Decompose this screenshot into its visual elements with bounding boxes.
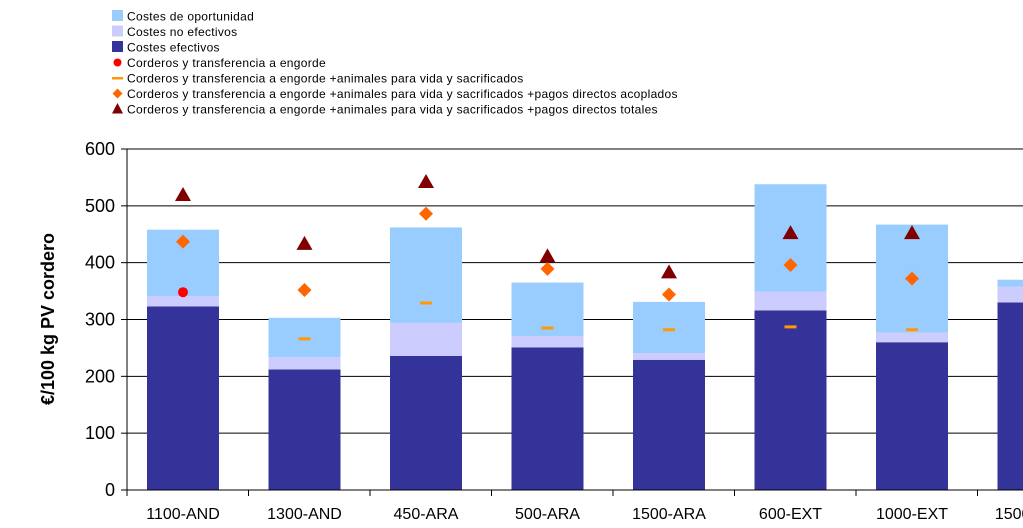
- markers: [175, 173, 920, 341]
- marker-dash: [906, 328, 918, 332]
- marker-diamond: [297, 282, 312, 297]
- bar-costes-de-oportunidad: [390, 227, 462, 323]
- legend-item: Costes efectivos: [112, 41, 220, 55]
- y-tick-label: 200: [85, 366, 115, 386]
- legend-swatch: [112, 77, 123, 80]
- legend-item: Corderos y transferencia a engorde +anim…: [112, 103, 658, 117]
- legend-item: Corderos y transferencia a engorde +anim…: [112, 72, 524, 86]
- bar-costes-efectivos: [390, 355, 462, 490]
- marker-diamond: [905, 271, 919, 286]
- x-tick-label: 450-ARA: [394, 506, 459, 523]
- legend-label: Costes no efectivos: [127, 25, 237, 39]
- bar-costes-efectivos: [511, 347, 584, 490]
- bar-costes-de-oportunidad: [633, 301, 705, 354]
- marker-dash: [663, 328, 675, 332]
- legend-label: Corderos y transferencia a engorde +anim…: [127, 72, 524, 86]
- marker-triangle: [418, 173, 434, 188]
- legend-swatch: [112, 25, 123, 37]
- y-tick-label: 400: [85, 253, 115, 273]
- y-tick-label: 600: [85, 139, 115, 159]
- marker-diamond: [419, 206, 433, 221]
- x-tick-label: 1500-MUR: [995, 506, 1023, 523]
- marker-dash: [541, 326, 554, 330]
- bar-costes-efectivos: [876, 342, 948, 490]
- legend-swatch: [113, 58, 122, 67]
- bar-costes-no-efectivos: [997, 286, 1023, 303]
- y-tick-label: 500: [85, 196, 115, 216]
- x-tick-label: 1100-AND: [146, 506, 220, 523]
- x-tick-label: 1000-EXT: [876, 506, 948, 523]
- y-tick-label: 100: [85, 423, 115, 443]
- bar-costes-efectivos: [268, 369, 341, 490]
- bar-costes-efectivos: [633, 359, 705, 490]
- marker-triangle: [904, 225, 920, 240]
- bars: [147, 184, 1023, 490]
- x-tick-label: 1500-ARA: [632, 506, 706, 523]
- marker-triangle: [175, 187, 191, 202]
- legend-item: Costes de oportunidad: [112, 10, 254, 24]
- legend-item: Corderos y transferencia a engorde +anim…: [112, 87, 678, 101]
- marker-diamond: [540, 261, 555, 276]
- legend-swatch: [112, 88, 123, 99]
- legend-label: Corderos y transferencia a engorde +anim…: [127, 87, 678, 101]
- marker-dash: [298, 337, 311, 341]
- x-tick-label: 500-ARA: [515, 506, 580, 523]
- legend-swatch: [112, 41, 123, 52]
- legend-item: Costes no efectivos: [112, 25, 237, 39]
- marker-diamond: [662, 287, 676, 302]
- marker-triangle: [539, 248, 556, 263]
- marker-diamond: [176, 234, 190, 249]
- y-tick-label: 0: [105, 480, 115, 500]
- bar-costes-efectivos: [997, 302, 1023, 490]
- legend-label: Corderos y transferencia a engorde: [127, 56, 326, 70]
- marker-circle: [178, 287, 188, 298]
- legend-item: Corderos y transferencia a engorde: [113, 56, 326, 70]
- marker-triangle: [661, 264, 677, 279]
- bar-costes-no-efectivos: [633, 353, 705, 360]
- bar-costes-no-efectivos: [147, 296, 219, 307]
- bar-costes-efectivos: [147, 306, 219, 490]
- x-tick-label: 1300-AND: [267, 506, 342, 523]
- legend-label: Costes efectivos: [127, 41, 220, 55]
- bar-costes-no-efectivos: [268, 357, 341, 370]
- y-tick-label: 300: [85, 310, 115, 330]
- bar-costes-no-efectivos: [390, 322, 462, 356]
- bar-costes-de-oportunidad: [997, 279, 1023, 287]
- marker-dash: [420, 301, 432, 305]
- legend-label: Costes de oportunidad: [127, 10, 254, 24]
- bar-costes-no-efectivos: [511, 335, 584, 348]
- x-tick-label: 600-EXT: [759, 506, 822, 523]
- bar-costes-efectivos: [754, 310, 827, 490]
- legend-swatch: [112, 10, 123, 21]
- y-axis-label: €/100 kg PV cordero: [38, 233, 58, 405]
- marker-triangle: [782, 225, 799, 240]
- marker-triangle: [296, 235, 313, 250]
- bar-costes-no-efectivos: [754, 291, 827, 311]
- axes: 0 100 200 300 400 500 600 1100-AND 1300-AND 450-A…: [85, 139, 1023, 523]
- legend-label: Corderos y transferencia a engorde +anim…: [127, 103, 658, 117]
- legend-swatch: [112, 103, 123, 114]
- marker-diamond: [783, 257, 798, 272]
- marker-dash: [784, 325, 797, 329]
- bar-costes-no-efectivos: [876, 332, 948, 343]
